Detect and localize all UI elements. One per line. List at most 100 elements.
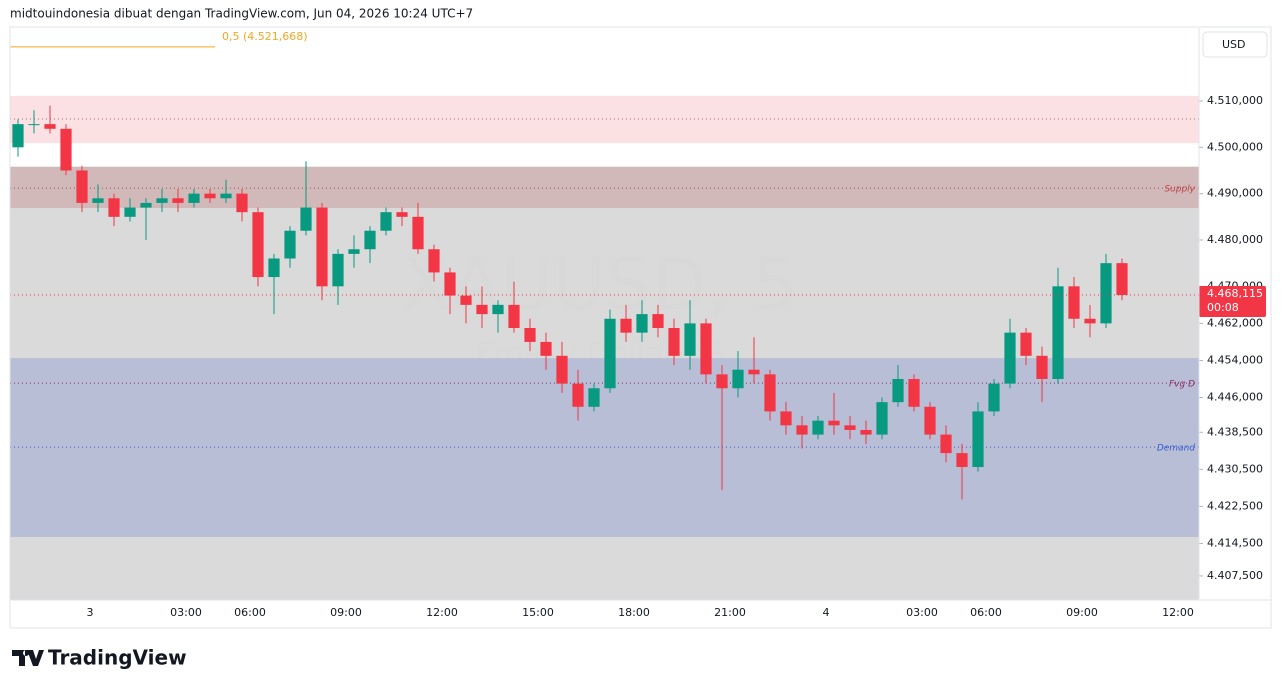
last-price-tag [1199,286,1266,318]
candle-body [892,378,904,403]
candle-body [348,249,360,254]
candle-body [236,193,248,213]
candle-body [652,314,664,329]
candle-body [508,304,520,329]
candle-body [1052,286,1064,379]
candle-body [540,341,552,356]
candle-body [28,124,40,126]
candle-body [316,207,328,287]
candle-body [796,425,808,435]
level-label: Supply [1164,185,1195,195]
candle-body [908,378,920,407]
candle-body [1084,318,1096,324]
candle-body [124,207,136,217]
x-tick-label: 4 [823,606,830,619]
x-tick-label: 18:00 [618,606,650,619]
candle-body [444,272,456,296]
candle-body [428,249,440,273]
candle-body [220,193,232,199]
candle-body [12,124,24,148]
candle-body [556,355,568,384]
candle-body [268,258,280,278]
candle-body [300,207,312,231]
candle-body [780,411,792,426]
y-tick-label: 4.414,500 [1207,536,1263,549]
candle-body [844,425,856,430]
level-label: Fvg D [1169,380,1195,390]
candle-body [92,198,104,203]
candle-body [972,411,984,468]
candle-body [156,198,168,203]
x-tick-label: 09:00 [330,606,362,619]
candle-body [396,212,408,217]
candle-body [620,318,632,333]
zones: XAUUSD, 5Emas / Dollar AS [10,95,1199,600]
zone [10,95,1199,144]
candle-body [860,429,872,435]
candle-body [460,295,472,305]
candle-body [172,198,184,203]
plot: Supply Fvg D Demand 4.510,000 4.500,000 4.490… [10,30,1266,619]
candle-body [188,193,200,203]
x-tick-label: 15:00 [522,606,554,619]
x-tick-label: 09:00 [1066,606,1098,619]
x-tick-label: 12:00 [426,606,458,619]
countdown-label: 00:08 [1207,301,1239,314]
currency-button[interactable] [1202,31,1268,58]
candle-body [204,193,216,199]
y-tick-label: 4.422,500 [1207,499,1263,512]
zone [10,166,1199,209]
indicator-label: 0,5 (4.521,668) [222,30,308,43]
candle-body [380,212,392,231]
candle-body [1020,332,1032,356]
candle-body [668,328,680,356]
brand-logo: TradingView [12,646,187,670]
candle-body [412,216,424,250]
candle-body [684,323,696,356]
y-tick-label: 4.500,000 [1207,140,1263,153]
y-tick-label: 4.446,000 [1207,391,1263,404]
candle-body [940,434,952,454]
x-tick-label: 3 [87,606,94,619]
x-tick-label: 12:00 [1162,606,1194,619]
candle-body [1068,286,1080,319]
candle-body [812,420,824,435]
candle-body [44,124,56,129]
candle-body [1116,263,1128,296]
header-title: midtouindonesia dibuat dengan TradingVie… [10,7,473,21]
candle-body [924,406,936,435]
candle-body [60,128,72,171]
candle-body [764,374,776,412]
candle-body [988,383,1000,412]
x-tick-label: 06:00 [234,606,266,619]
x-tick-label: 03:00 [906,606,938,619]
candle-body [492,304,504,315]
last-price-label: 4.468,115 [1207,287,1263,300]
candle-body [588,388,600,407]
candle-body [1004,332,1016,384]
candle-body [604,318,616,389]
candle-body [636,314,648,333]
y-tick-label: 4.438,500 [1207,425,1263,438]
y-tick-label: 4.490,000 [1207,187,1263,200]
y-tick-label: 4.510,000 [1207,94,1263,107]
x-tick-label: 03:00 [170,606,202,619]
candle-body [732,369,744,389]
x-tick-label: 21:00 [714,606,746,619]
candle-body [252,212,264,278]
chart-frame [9,26,1272,629]
candle-body [1100,263,1112,324]
y-tick-label: 4.462,000 [1207,316,1263,329]
candle-body [332,253,344,287]
candle-body [716,374,728,389]
candle-body [108,198,120,217]
candle-body [876,402,888,435]
candle-body [572,383,584,407]
candle-body [524,328,536,342]
candle-body [748,369,760,375]
currency-label: USD [1222,38,1246,51]
candle-body [1036,355,1048,379]
candle-body [828,420,840,426]
